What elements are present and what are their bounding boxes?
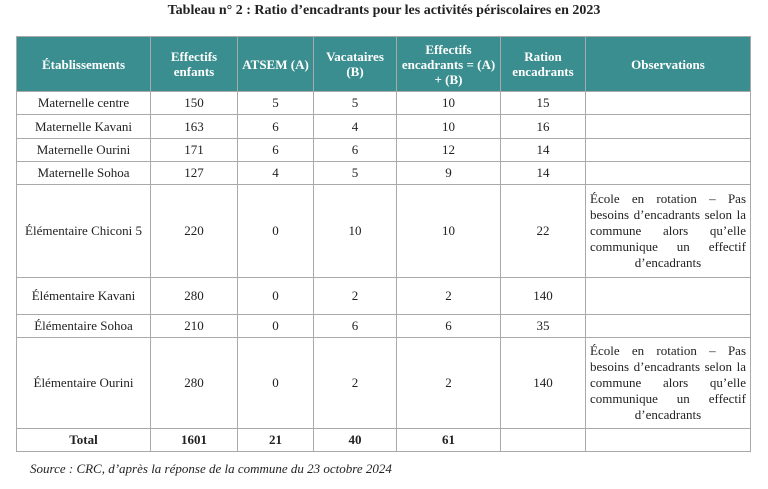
column-header: Établissements <box>16 36 151 92</box>
table-cell: 10 <box>396 114 501 139</box>
table-cell: 10 <box>396 184 501 278</box>
table-cell: 6 <box>313 138 397 162</box>
table-cell: Total <box>16 428 151 452</box>
table-cell: 6 <box>396 314 501 338</box>
observation-cell: École en rotation – Pas besoins d’encadr… <box>585 337 751 429</box>
observation-cell <box>585 138 751 162</box>
table-cell: 2 <box>313 277 397 315</box>
table-cell: 5 <box>313 161 397 185</box>
observation-cell: École en rotation – Pas besoins d’encadr… <box>585 184 751 278</box>
table-cell: 5 <box>237 91 314 115</box>
table-cell: 22 <box>500 184 586 278</box>
column-header: Vacataires (B) <box>313 36 397 92</box>
table-cell: 4 <box>237 161 314 185</box>
table-cell: 280 <box>150 337 238 429</box>
table-cell: 2 <box>396 277 501 315</box>
table-cell <box>500 428 586 452</box>
table-cell: Élémentaire Sohoa <box>16 314 151 338</box>
table-cell: Élémentaire Chiconi 5 <box>16 184 151 278</box>
table-title: Tableau n° 2 : Ratio d’encadrants pour l… <box>167 3 601 18</box>
table-row: Maternelle centre 150 5 5 10 15 <box>16 91 751 115</box>
table-cell: 2 <box>313 337 397 429</box>
table-cell: Maternelle Sohoa <box>16 161 151 185</box>
observation-cell <box>585 161 751 185</box>
table: Établissements Effectifs enfants ATSEM (A)… <box>16 36 751 452</box>
table-cell: 21 <box>237 428 314 452</box>
table-cell: 140 <box>500 277 586 315</box>
table-cell: 35 <box>500 314 586 338</box>
table-row: Élémentaire Ourini 280 0 2 2 140 École en rota… <box>16 337 751 429</box>
observation-cell <box>585 91 751 115</box>
table-cell: Maternelle Kavani <box>16 114 151 139</box>
column-header: Effectifs enfants <box>150 36 238 92</box>
table-cell: 140 <box>500 337 586 429</box>
table-row: Maternelle Ourini 171 6 6 12 14 <box>16 138 751 162</box>
table-row: Maternelle Kavani 163 6 4 10 16 <box>16 114 751 139</box>
table-cell: 15 <box>500 91 586 115</box>
table-cell: 5 <box>313 91 397 115</box>
column-header: Ration encadrants <box>500 36 586 92</box>
column-header: ATSEM (A) <box>237 36 314 92</box>
table-cell: 6 <box>237 138 314 162</box>
observation-cell <box>585 277 751 315</box>
table-row: Élémentaire Sohoa 210 0 6 6 35 <box>16 314 751 338</box>
table-cell: 171 <box>150 138 238 162</box>
table-cell: 6 <box>313 314 397 338</box>
table-cell: 0 <box>237 337 314 429</box>
table-cell: 0 <box>237 277 314 315</box>
table-cell: 4 <box>313 114 397 139</box>
table-cell: 40 <box>313 428 397 452</box>
table-cell: 14 <box>500 161 586 185</box>
table-row: Total 1601 21 40 61 <box>16 428 751 452</box>
table-cell: 16 <box>500 114 586 139</box>
table-row: Élémentaire Chiconi 5 220 0 10 10 22 École en … <box>16 184 751 278</box>
table-body: Maternelle centre 150 5 5 10 15 Maternelle Kav… <box>16 91 751 452</box>
table-cell: 14 <box>500 138 586 162</box>
table-cell: 12 <box>396 138 501 162</box>
table-cell: 280 <box>150 277 238 315</box>
observation-cell <box>585 114 751 139</box>
header-row: Établissements Effectifs enfants ATSEM (A)… <box>16 36 751 92</box>
table-row: Maternelle Sohoa 127 4 5 9 14 <box>16 161 751 185</box>
table-cell: 210 <box>150 314 238 338</box>
table-cell: 127 <box>150 161 238 185</box>
table-cell: 0 <box>237 184 314 278</box>
table-cell: 2 <box>396 337 501 429</box>
table-cell: 6 <box>237 114 314 139</box>
table-cell: 9 <box>396 161 501 185</box>
observation-cell <box>585 428 751 452</box>
table-cell: 10 <box>313 184 397 278</box>
table-row: Élémentaire Kavani 280 0 2 2 140 <box>16 277 751 315</box>
table-cell: Maternelle centre <box>16 91 151 115</box>
column-header: Observations <box>585 36 751 92</box>
source-note: Source : CRC, d’après la réponse de la c… <box>30 461 392 476</box>
table-cell: 61 <box>396 428 501 452</box>
table-cell: 10 <box>396 91 501 115</box>
table-cell: 220 <box>150 184 238 278</box>
column-header: Effectifs encadrants = (A) + (B) <box>396 36 501 92</box>
table-cell: 1601 <box>150 428 238 452</box>
table-cell: 0 <box>237 314 314 338</box>
table-cell: Maternelle Ourini <box>16 138 151 162</box>
table-cell: Élémentaire Kavani <box>16 277 151 315</box>
table-cell: Élémentaire Ourini <box>16 337 151 429</box>
table-cell: 163 <box>150 114 238 139</box>
table-cell: 150 <box>150 91 238 115</box>
observation-cell <box>585 314 751 338</box>
